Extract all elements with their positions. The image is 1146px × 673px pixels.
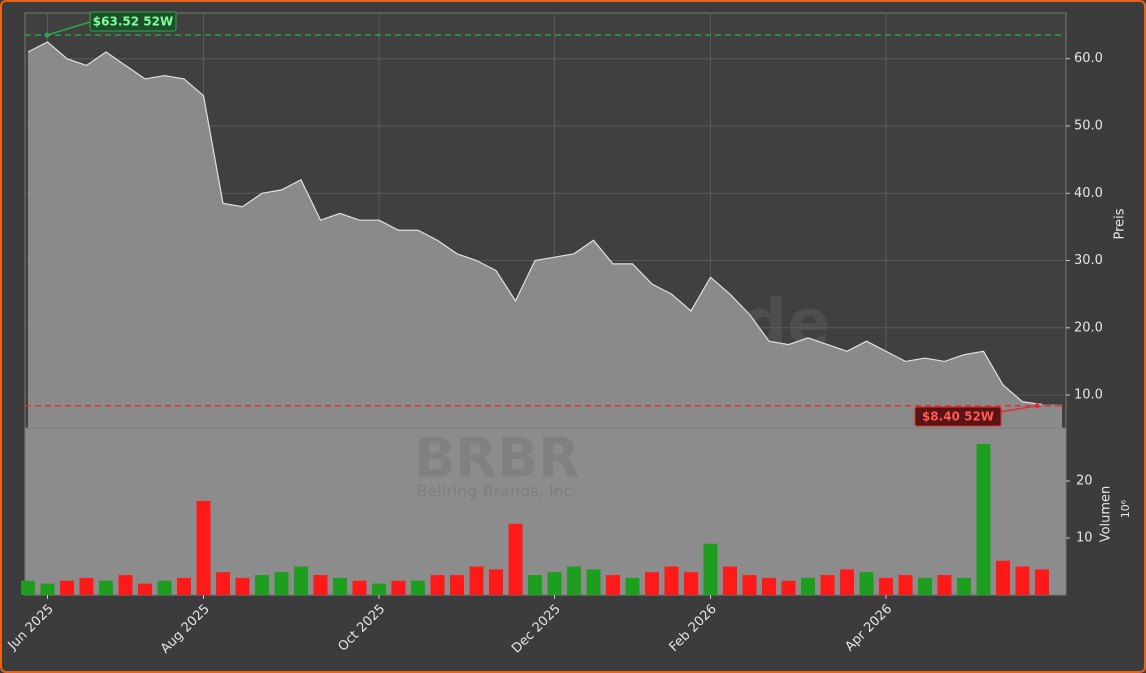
volume-bar <box>255 575 269 595</box>
price-area <box>28 41 1062 428</box>
volume-bar <box>352 580 367 595</box>
volume-bar <box>235 577 250 595</box>
volume-bar <box>118 575 133 595</box>
volume-bar <box>333 577 347 595</box>
volume-bar <box>547 572 562 595</box>
volume-bar <box>840 569 854 595</box>
y-tick-label: 10.0 <box>1074 388 1103 403</box>
annotation-arrowhead <box>1034 403 1040 409</box>
volume-bar <box>313 575 328 595</box>
annotation-label: $8.40 52W <box>922 410 994 424</box>
volume-bar <box>216 572 230 595</box>
y-tick-label: 10 <box>1076 531 1093 546</box>
y-axis-label: Volumen <box>1099 486 1114 543</box>
x-tick-label: Aug 2025 <box>158 602 213 657</box>
x-tick-label: Apr 2026 <box>842 602 895 655</box>
volume-bar <box>391 580 406 595</box>
volume-bar <box>430 575 445 595</box>
volume-bar <box>723 566 737 595</box>
volume-bar <box>99 580 113 595</box>
volume-bar <box>625 577 640 595</box>
volume-bar <box>879 577 893 595</box>
volume-bar <box>60 580 74 595</box>
volume-bar <box>645 572 659 595</box>
annotation-arrow <box>46 21 91 36</box>
y-tick-label: 60.0 <box>1074 51 1103 66</box>
volume-bar <box>411 580 425 595</box>
volume-bar <box>898 575 913 595</box>
volume-bar <box>157 580 172 595</box>
volume-bar <box>606 575 620 595</box>
y-axis-label: Preis <box>1113 208 1128 239</box>
volume-bar <box>196 500 211 595</box>
watermark: BRBR <box>414 427 579 490</box>
y-tick-label: 50.0 <box>1074 118 1103 133</box>
volume-bar <box>742 575 757 595</box>
volume-bar <box>79 577 94 595</box>
annotation-box <box>89 11 177 32</box>
y-tick-label: 20.0 <box>1074 320 1103 335</box>
volume-bar <box>372 583 386 595</box>
volume-bar <box>21 580 35 595</box>
y-tick-label: 20 <box>1076 474 1093 489</box>
volume-bar <box>918 577 932 595</box>
volume-bar <box>937 575 952 595</box>
volume-bar <box>528 575 542 595</box>
volume-bar <box>996 560 1010 595</box>
x-tick-label: Oct 2025 <box>335 602 388 655</box>
volume-bar <box>586 569 601 595</box>
volume-bar <box>1035 569 1049 595</box>
price-line <box>27 41 1043 406</box>
x-tick-label: Dec 2025 <box>509 602 564 657</box>
volume-bar <box>450 575 464 595</box>
y-tick-label: 40.0 <box>1074 186 1103 201</box>
annotation-label: $63.52 52W <box>93 15 173 29</box>
volume-bar <box>138 583 152 595</box>
axis-multiplier: 10⁶ <box>1119 499 1132 518</box>
volume-bar <box>294 566 308 595</box>
volume-bar <box>781 580 796 595</box>
y-tick-label: 30.0 <box>1074 253 1103 268</box>
volume-bar <box>976 443 991 595</box>
x-tick-label: Jun 2025 <box>5 602 57 654</box>
volume-bar <box>508 523 523 595</box>
volume-bar <box>859 572 874 595</box>
volume-bar <box>274 572 289 595</box>
volume-bar <box>177 577 191 595</box>
volume-bar <box>664 566 679 595</box>
volume-bar <box>957 577 971 595</box>
watermark: Bellring Brands, Inc. <box>416 482 577 501</box>
x-tick-label: Feb 2026 <box>667 602 720 655</box>
annotation-arrowhead <box>44 32 50 38</box>
volume-bar <box>703 543 718 595</box>
volume-bar <box>40 583 55 595</box>
volume-bar <box>820 575 835 595</box>
volume-bar <box>801 577 815 595</box>
volume-bar <box>684 572 698 595</box>
volume-bar <box>762 577 776 595</box>
volume-bar <box>567 566 581 595</box>
volume-bar <box>489 569 503 595</box>
annotation-box <box>914 406 1002 427</box>
volume-bar <box>469 566 484 595</box>
volume-bar <box>1015 566 1030 595</box>
